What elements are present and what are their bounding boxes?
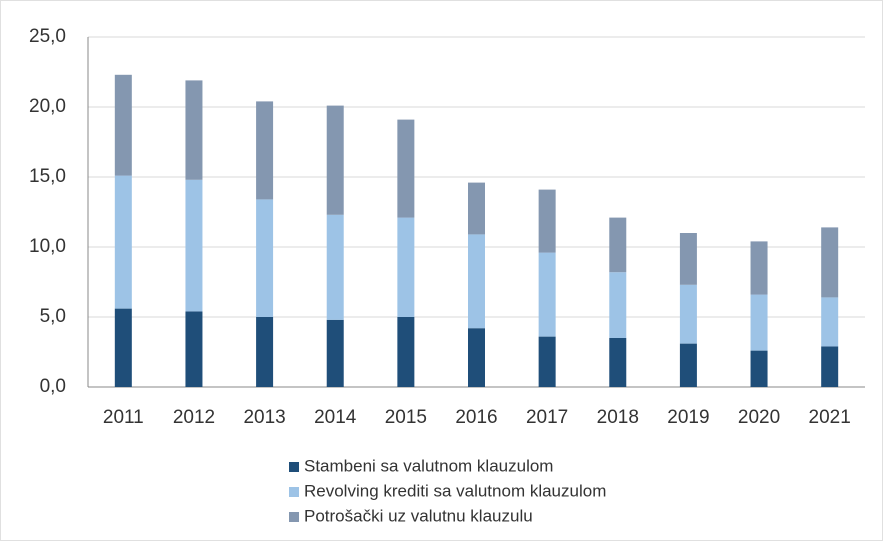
legend-swatch — [289, 462, 299, 472]
y-tick-label: 10,0 — [29, 236, 66, 257]
bar-segment — [750, 241, 768, 295]
bar-segment — [468, 182, 485, 235]
bar-segment — [114, 175, 132, 309]
bar-segment — [609, 272, 627, 338]
x-tick-label: 2015 — [385, 407, 427, 428]
legend-label: Revolving krediti sa valutnom klauzulom — [304, 481, 606, 500]
x-tick-label: 2016 — [455, 407, 497, 428]
legend-label: Potrošački uz valutnu klauzulu — [304, 506, 533, 525]
bar-segment — [821, 297, 839, 347]
bar-segment — [256, 317, 274, 387]
y-tick-label: 0,0 — [40, 376, 66, 397]
legend-label: Stambeni sa valutnom klauzulom — [304, 456, 553, 475]
bar-segment — [609, 338, 627, 387]
bar-segment — [326, 105, 344, 215]
bar-segment — [114, 74, 132, 176]
y-tick-label: 25,0 — [29, 26, 66, 47]
bar-segment — [750, 294, 768, 351]
bar-segment — [397, 119, 415, 218]
y-tick-label: 20,0 — [29, 96, 66, 117]
bar-segment — [326, 214, 344, 320]
bar-segment — [185, 80, 203, 180]
x-tick-label: 2012 — [173, 407, 215, 428]
bar-segment — [397, 217, 415, 317]
x-tick-label: 2017 — [526, 407, 568, 428]
bar-segment — [114, 308, 132, 387]
x-tick-label: 2019 — [667, 407, 709, 428]
legend-swatch — [289, 512, 299, 522]
y-tick-label: 5,0 — [40, 306, 66, 327]
bar-segment — [679, 343, 697, 387]
bar-segment — [821, 227, 839, 298]
x-tick-label: 2013 — [243, 407, 285, 428]
bar-segment — [256, 199, 274, 317]
bar-segment — [679, 284, 697, 344]
bar-segment — [538, 189, 556, 253]
bar-segment — [397, 317, 415, 387]
bar-segment — [185, 311, 203, 387]
bar-segment — [538, 252, 556, 337]
x-tick-label: 2011 — [103, 407, 144, 428]
bar-segment — [750, 350, 768, 387]
bar-segment — [326, 319, 344, 387]
bar-segment — [821, 346, 839, 387]
x-tick-label: 2014 — [314, 407, 357, 428]
bar-segment — [185, 179, 203, 312]
x-tick-label: 2021 — [809, 407, 851, 428]
y-tick-label: 15,0 — [29, 166, 66, 187]
x-tick-label: 2020 — [738, 407, 780, 428]
bar-segment — [679, 233, 697, 285]
bar-segment — [468, 328, 485, 387]
bar-segment — [468, 234, 485, 329]
bar-segment — [538, 336, 556, 387]
bar-segment — [256, 101, 274, 200]
legend-swatch — [289, 487, 299, 497]
x-tick-label: 2018 — [597, 407, 639, 428]
bar-segment — [609, 217, 627, 273]
